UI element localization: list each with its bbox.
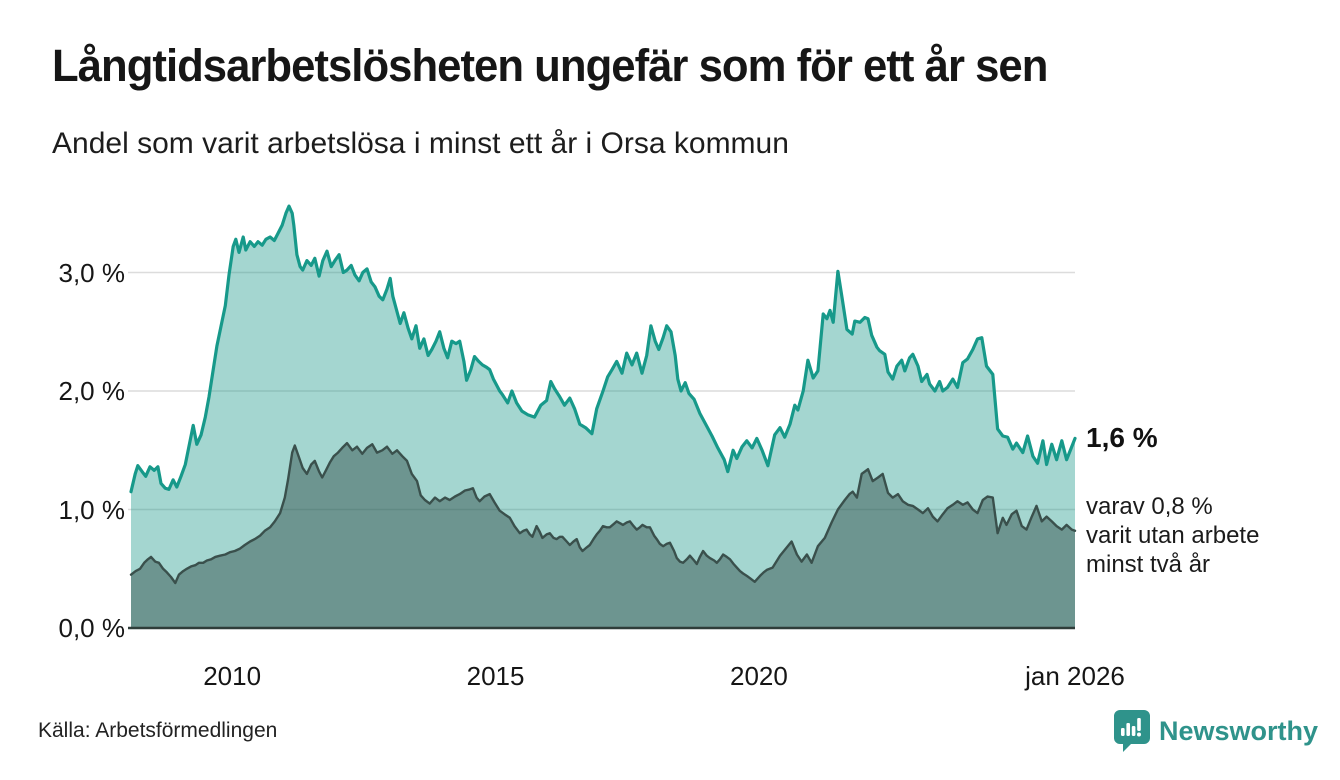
- y-tick-2: 2,0 %: [58, 376, 126, 406]
- secondary-annotation-line: varav 0,8 %: [1086, 493, 1213, 520]
- page-subtitle: Andel som varit arbetslösa i minst ett å…: [52, 127, 789, 160]
- secondary-annotation-line: varit utan arbete: [1086, 522, 1260, 549]
- line-one-year: [129, 204, 1077, 494]
- source-credit: Källa: Arbetsförmedlingen: [38, 719, 278, 742]
- secondary-annotation: varav 0,8 % varit utan arbete minst två …: [1086, 492, 1259, 579]
- x-tick-2020: 2020: [730, 661, 788, 691]
- x-tick-2015: 2015: [466, 661, 525, 691]
- area-fill-two-years: [131, 443, 1075, 628]
- y-tick-0: 0,0 %: [58, 613, 126, 643]
- x-tick-jan-2026: jan 2026: [1025, 661, 1125, 691]
- x-tick-2010: 2010: [203, 661, 262, 691]
- line-two-years: [129, 441, 1077, 585]
- latest-value-label: 1,6 %: [1086, 422, 1158, 453]
- page-title: Långtidsarbetslösheten ungefär som för e…: [52, 40, 1048, 91]
- newsworthy-icon: [1114, 710, 1150, 752]
- area-chart: [128, 204, 1077, 630]
- secondary-annotation-line: minst två år: [1086, 551, 1211, 578]
- y-tick-3: 3,0 %: [58, 257, 126, 288]
- brand-name: Newsworthy: [1159, 715, 1319, 746]
- brand-logo[interactable]: Newsworthy: [1113, 708, 1318, 754]
- y-tick-1: 1,0 %: [58, 494, 126, 525]
- area-fill-one-year: [131, 206, 1075, 628]
